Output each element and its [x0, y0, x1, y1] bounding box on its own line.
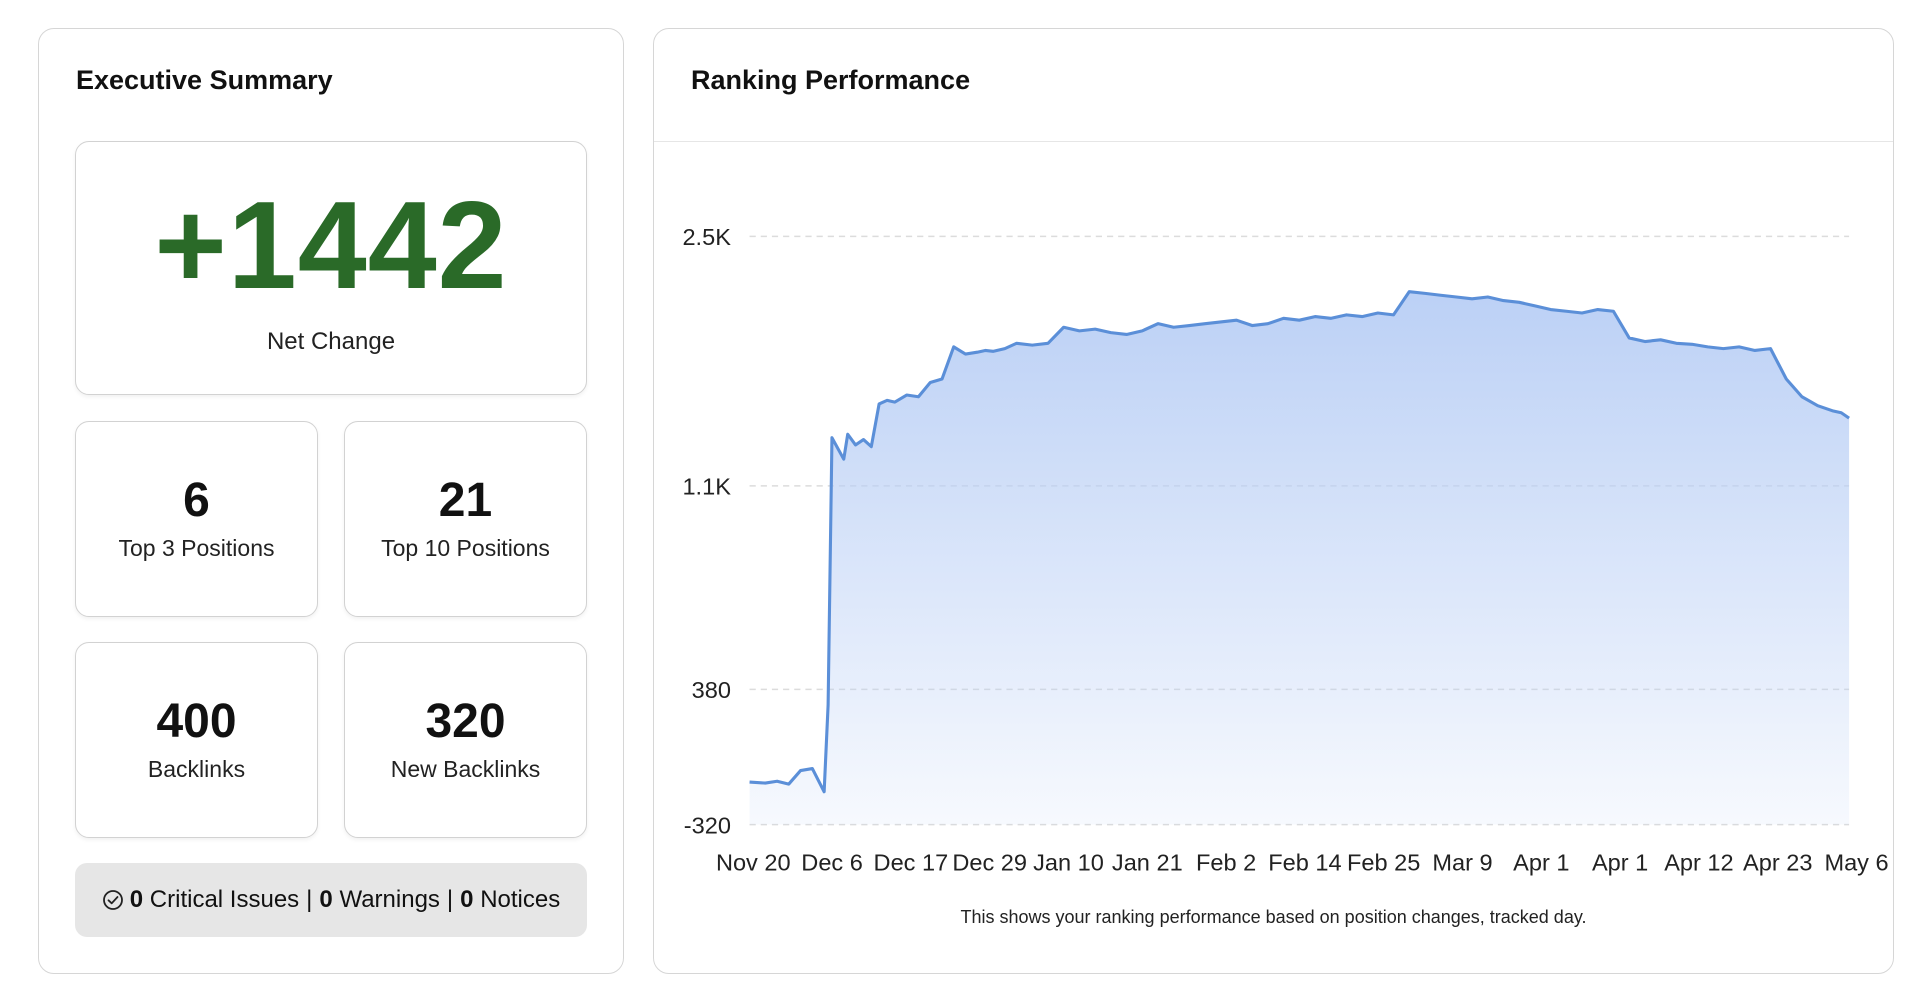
x-tick-label: Dec 17 — [874, 850, 949, 876]
net-change-label: Net Change — [266, 328, 396, 355]
x-tick-label: Mar 9 — [1432, 850, 1492, 876]
ranking-performance-panel: Ranking Performance 2.5K 1.1K 380 -320 Nov … — [653, 28, 1894, 974]
issues-separator: | — [446, 886, 454, 913]
backlinks-value: 400 — [156, 694, 237, 748]
warnings-count: 0 — [319, 886, 333, 913]
x-tick-label: Apr 12 — [1664, 850, 1733, 876]
top3-positions-label: Top 3 Positions — [118, 534, 275, 561]
executive-summary-title: Executive Summary — [76, 65, 333, 95]
check-circle-icon — [102, 889, 124, 911]
y-tick-label: 2.5K — [682, 224, 731, 250]
x-tick-label: Feb 14 — [1268, 850, 1341, 876]
x-tick-label: Dec 6 — [801, 850, 863, 876]
x-tick-label: Apr 1 — [1513, 850, 1569, 876]
ranking-area-fill — [749, 291, 1850, 825]
executive-summary-panel: Executive Summary +1442 Net Change 6 Top… — [38, 28, 624, 974]
x-tick-label: Nov 20 — [716, 850, 791, 876]
warnings-label: Warnings — [339, 886, 440, 913]
notices-label: Notices — [480, 886, 561, 913]
issues-summary-bar: 0 Critical Issues | 0 Warnings | 0 Notic… — [75, 863, 587, 937]
top3-positions-card: 6 Top 3 Positions — [75, 421, 318, 617]
net-change-value: +1442 — [154, 177, 508, 315]
top10-positions-card: 21 Top 10 Positions — [344, 421, 587, 617]
x-tick-label: Jan 10 — [1033, 850, 1104, 876]
critical-issues-count: 0 — [129, 886, 144, 913]
x-tick-label: Apr 1 — [1592, 850, 1648, 876]
new-backlinks-card: 320 New Backlinks — [344, 642, 587, 838]
notices-count: 0 — [460, 886, 474, 913]
top3-positions-value: 6 — [183, 473, 210, 527]
critical-issues-label: Critical Issues — [149, 886, 300, 913]
chart-y-axis: 2.5K 1.1K 380 -320 — [682, 224, 731, 838]
chart-x-axis: Nov 20 Dec 6 Dec 17 Dec 29 Jan 10 Jan 21 Feb 2… — [716, 850, 1889, 876]
y-tick-label: -320 — [684, 812, 731, 838]
top10-positions-label: Top 10 Positions — [381, 534, 550, 561]
backlinks-label: Backlinks — [147, 755, 246, 782]
backlinks-card: 400 Backlinks — [75, 642, 318, 838]
net-change-card: +1442 Net Change — [75, 141, 587, 395]
x-tick-label: Apr 23 — [1743, 850, 1812, 876]
panel-header-divider — [654, 141, 1893, 142]
x-tick-label: Dec 29 — [952, 850, 1027, 876]
y-tick-label: 380 — [692, 677, 731, 703]
new-backlinks-label: New Backlinks — [390, 755, 541, 782]
y-tick-label: 1.1K — [682, 474, 731, 500]
issues-separator: | — [306, 886, 313, 913]
ranking-performance-title: Ranking Performance — [691, 65, 971, 95]
top10-positions-value: 21 — [438, 473, 493, 527]
ranking-series-line — [749, 290, 1850, 794]
x-tick-label: May 6 — [1824, 850, 1888, 876]
chart-caption: This shows your ranking performance base… — [960, 907, 1587, 927]
x-tick-label: Jan 21 — [1112, 850, 1183, 876]
new-backlinks-value: 320 — [425, 694, 506, 748]
x-tick-label: Feb 2 — [1196, 850, 1256, 876]
x-tick-label: Feb 25 — [1347, 850, 1420, 876]
